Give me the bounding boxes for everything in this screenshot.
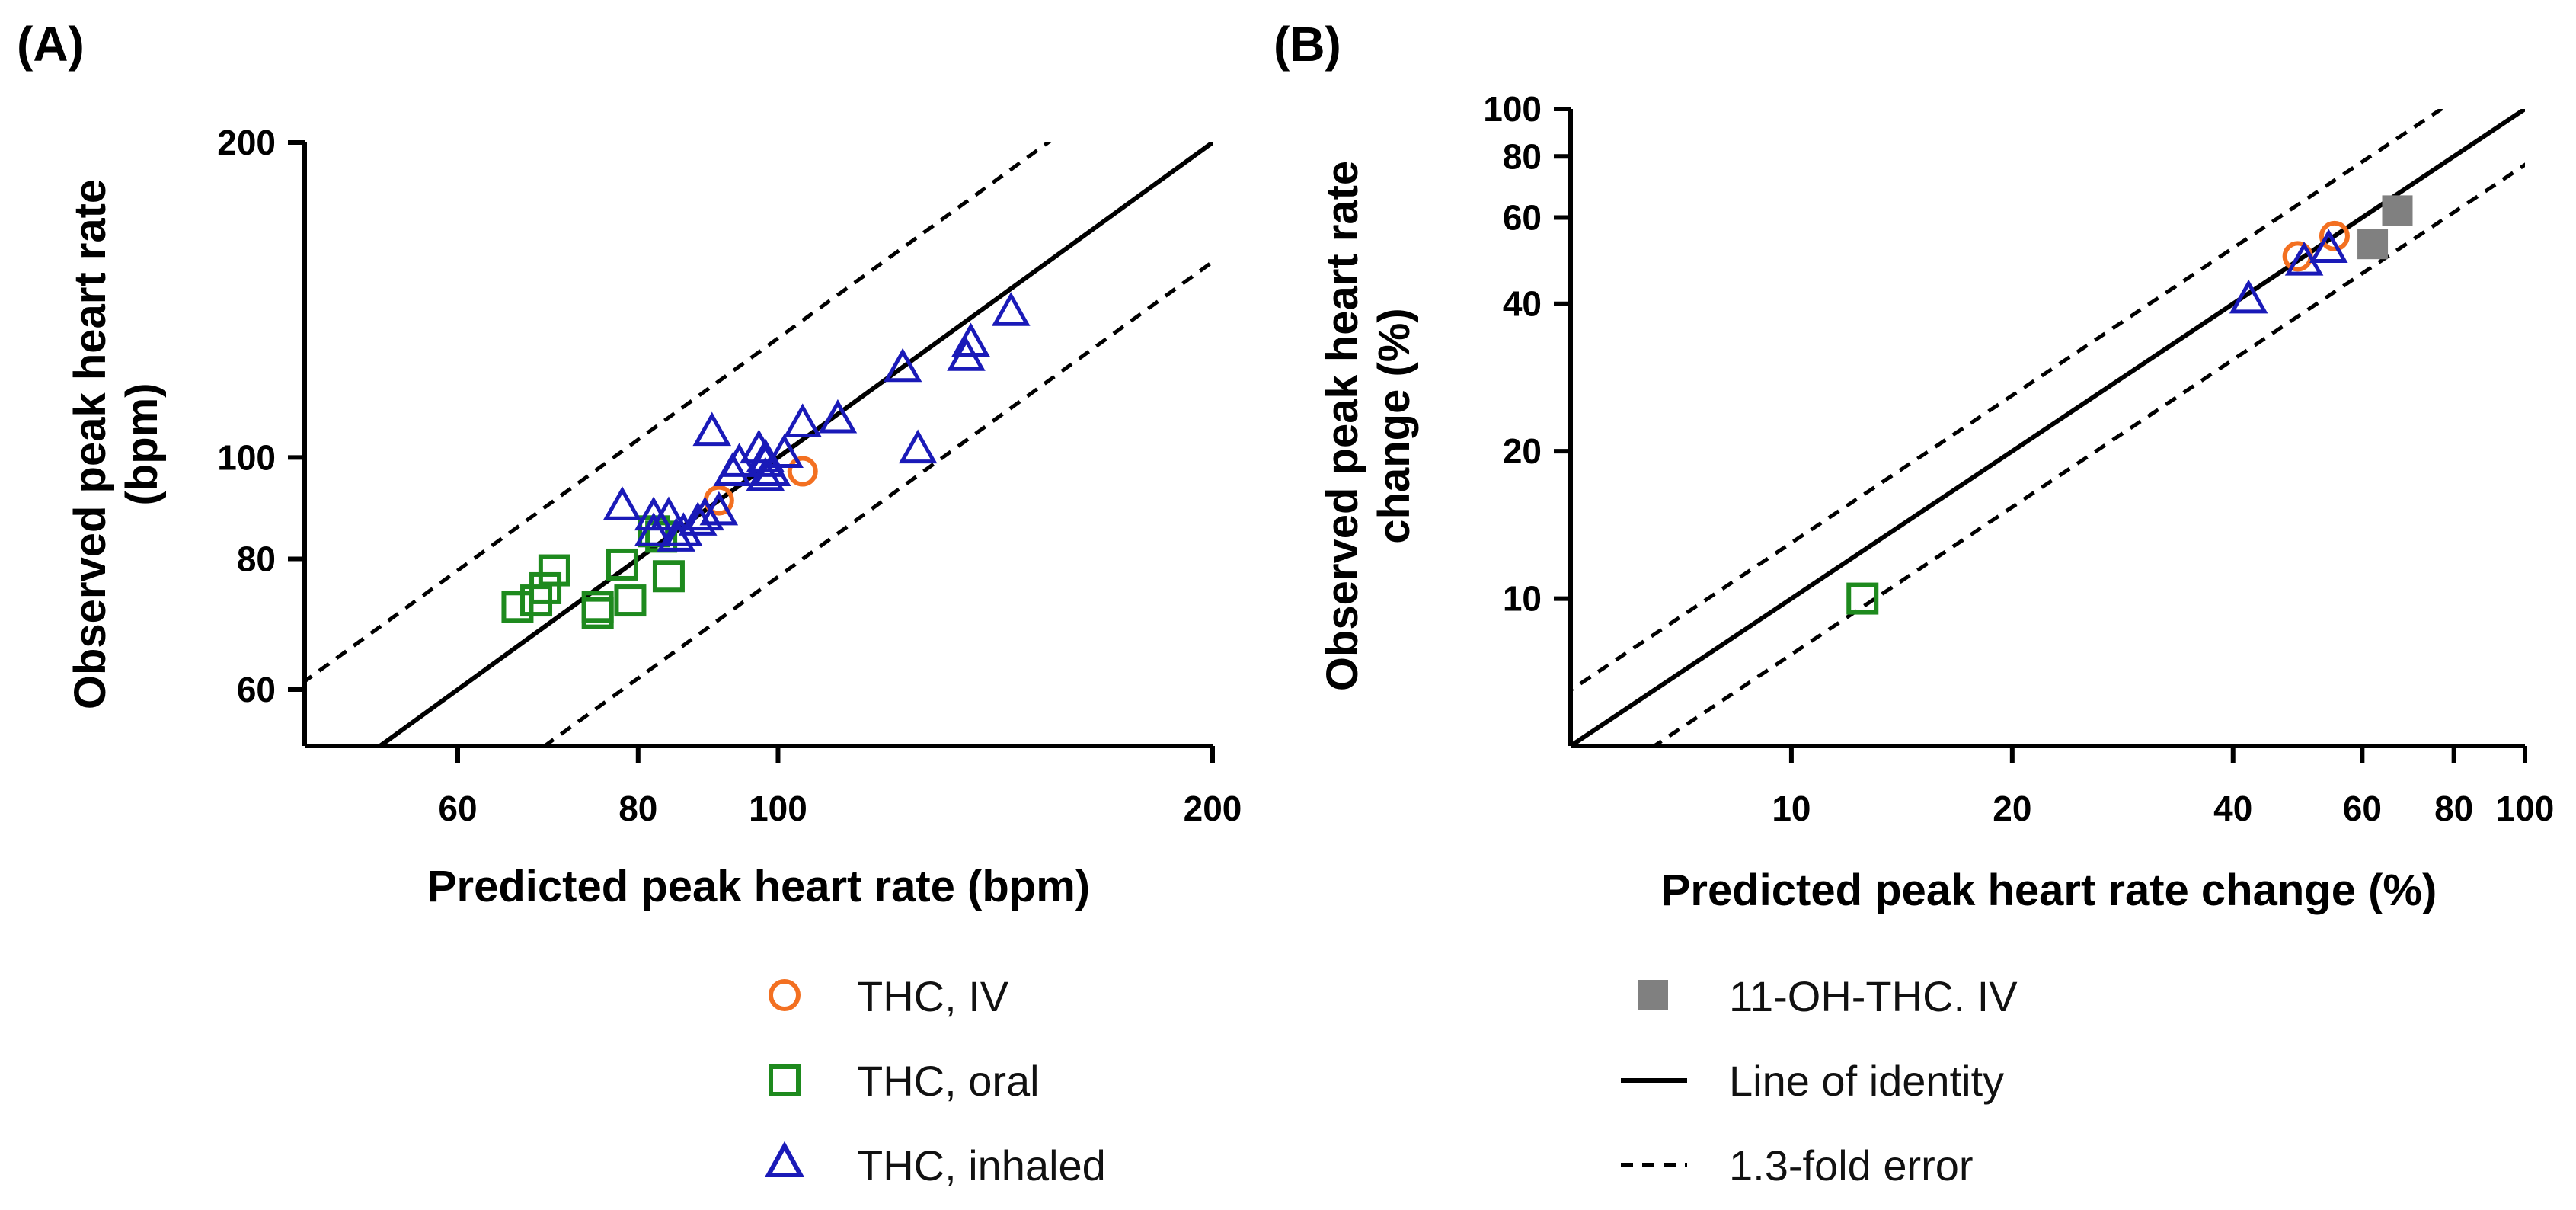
- legend-label-fold-error: 1.3-fold error: [1729, 1141, 1974, 1189]
- panel-b-thc-inhaled-point: [2309, 229, 2348, 263]
- panel-b-y-axis-title: Observed peak heart rate change (%): [1318, 161, 1419, 691]
- legend-label-11-oh-thc-iv: 11-OH-THC. IV: [1729, 972, 2018, 1020]
- panel-a-y-tick-label-200: 200: [217, 123, 276, 162]
- panel-b-11-oh-thc-iv-point: [2357, 229, 2389, 260]
- panel-a-axes: 60 80 100 200 60 80 100 200: [217, 123, 1242, 828]
- panel-b-1-3-fold-error-upper-line: [1571, 109, 2445, 693]
- panel-b-y-axis-title-line1: Observed peak heart rate: [1318, 161, 1367, 691]
- legend-label-thc-iv: THC, IV: [857, 972, 1009, 1020]
- legend-item-fold-error: 1.3-fold error: [1621, 1141, 1974, 1189]
- panel-b: (B) 10 20 40 60 80 100 10 20 40 60 80 100 Predicted…: [1274, 17, 2554, 915]
- panel-a-thc-oral-point: [652, 560, 685, 593]
- panel-b-x-axis-title: Predicted peak heart rate change (%): [1661, 866, 2437, 915]
- panel-a-thc-oral-point: [581, 591, 614, 623]
- panel-b-y-axis-title-line2: change (%): [1369, 308, 1419, 543]
- panel-a-reference-lines: [305, 142, 1213, 746]
- panel-b-x-tick-label-20: 20: [1993, 789, 2031, 828]
- legend-item-thc-iv: THC, IV: [769, 972, 1009, 1020]
- panel-a-y-axis-title: Observed peak heart rate (bpm): [66, 179, 167, 709]
- panel-a-y-tick-label-60: 60: [237, 670, 276, 709]
- legend-symbol-11-oh-thc-iv: [1638, 980, 1668, 1010]
- panel-b-label: (B): [1274, 17, 1341, 72]
- panel-a-thc-inhaled-point: [992, 292, 1031, 326]
- panel-a-1-3-fold-error-lower-line: [541, 259, 1213, 746]
- legend-label-line-of-identity: Line of identity: [1729, 1057, 2004, 1105]
- legend-item-line-of-identity: Line of identity: [1621, 1057, 2004, 1105]
- panel-b-x-tick-label-10: 10: [1772, 789, 1811, 828]
- legend-item-thc-inhaled: THC, inhaled: [764, 1141, 1106, 1189]
- panel-b-11-oh-thc-iv-point: [2382, 195, 2413, 226]
- panel-a-y-axis-title-line1: Observed peak heart rate: [66, 179, 115, 709]
- panel-a-x-tick-label-60: 60: [438, 789, 477, 828]
- panel-a-thc-inhaled-point: [699, 491, 739, 526]
- panel-b-axes: 10 20 40 60 80 100 10 20 40 60 80 100: [1483, 89, 2554, 828]
- panel-b-line-of-identity-line: [1571, 109, 2525, 746]
- panel-a-thc-oral-point: [501, 591, 534, 623]
- panel-b-points: [1846, 195, 2413, 615]
- legend-symbol-thc-iv: [769, 979, 801, 1011]
- panel-a-thc-iv-point: [787, 456, 818, 487]
- panel-a-thc-inhaled-point: [649, 496, 689, 531]
- panel-b-thc-iv-point: [2319, 220, 2350, 251]
- panel-b-reference-lines: [1571, 109, 2525, 746]
- panel-b-y-tick-label-40: 40: [1503, 284, 1542, 324]
- legend-label-thc-inhaled: THC, inhaled: [857, 1141, 1106, 1189]
- panel-b-y-tick-label-100: 100: [1483, 89, 1542, 129]
- panel-a-thc-inhaled-point: [783, 403, 823, 437]
- panel-b-thc-inhaled-point: [2229, 279, 2268, 314]
- legend-symbol-thc-inhaled: [764, 1141, 805, 1177]
- panel-a-thc-inhaled-point: [818, 399, 858, 434]
- panel-b-x-tick-label-80: 80: [2434, 789, 2473, 828]
- panel-b-thc-oral-point: [1846, 582, 1879, 615]
- panel-b-1-3-fold-error-lower-line: [1651, 162, 2525, 746]
- panel-a-thc-inhaled-point: [765, 434, 804, 468]
- panel-a-thc-oral-point: [529, 571, 562, 604]
- panel-a-thc-inhaled-point: [883, 347, 922, 383]
- panel-a-y-tick-label-80: 80: [237, 539, 276, 578]
- legend-item-thc-oral: THC, oral: [769, 1057, 1040, 1105]
- panel-a-x-tick-label-80: 80: [618, 789, 657, 828]
- panel-b-x-tick-label-40: 40: [2213, 789, 2252, 828]
- panel-a-thc-inhaled-point: [692, 411, 732, 447]
- panel-a-thc-inhaled-point: [686, 496, 724, 531]
- panel-a-x-axis-title: Predicted peak heart rate (bpm): [427, 862, 1090, 911]
- panel-a-thc-inhaled-point: [752, 452, 791, 487]
- panel-a-label: (A): [17, 17, 85, 72]
- panel-a: (A) 60 80 100 200 60 80 100 200 Predicted peak …: [17, 17, 1242, 911]
- panel-a-x-tick-label-200: 200: [1184, 789, 1242, 828]
- panel-a-thc-oral-point: [614, 584, 647, 617]
- legend: THC, IV THC, oral THC, inhaled 11-OH-THC…: [764, 972, 2018, 1189]
- panel-b-y-tick-label-80: 80: [1503, 136, 1542, 176]
- panel-b-y-tick-label-20: 20: [1503, 431, 1542, 471]
- panel-a-thc-inhaled-point: [951, 322, 990, 357]
- panel-a-thc-oral-point: [606, 548, 638, 581]
- legend-symbol-thc-oral: [769, 1064, 801, 1096]
- panel-a-1-3-fold-error-upper-line: [305, 142, 1052, 684]
- legend-label-thc-oral: THC, oral: [857, 1057, 1040, 1105]
- panel-a-y-tick-label-100: 100: [217, 437, 276, 477]
- panel-b-y-tick-label-60: 60: [1503, 198, 1542, 238]
- panel-b-y-tick-label-10: 10: [1503, 579, 1542, 619]
- panel-a-points: [501, 292, 1031, 629]
- panel-a-thc-inhaled-point: [602, 486, 642, 520]
- panel-b-x-tick-label-100: 100: [2496, 789, 2555, 828]
- panel-a-thc-inhaled-point: [898, 429, 938, 464]
- panel-b-x-tick-label-60: 60: [2343, 789, 2382, 828]
- legend-item-11-oh-thc-iv: 11-OH-THC. IV: [1638, 972, 2018, 1020]
- panel-a-x-tick-label-100: 100: [749, 789, 807, 828]
- panel-a-thc-oral-point: [538, 554, 570, 587]
- panel-a-y-axis-title-line2: (bpm): [117, 383, 167, 505]
- panel-a-thc-inhaled-point: [746, 456, 785, 491]
